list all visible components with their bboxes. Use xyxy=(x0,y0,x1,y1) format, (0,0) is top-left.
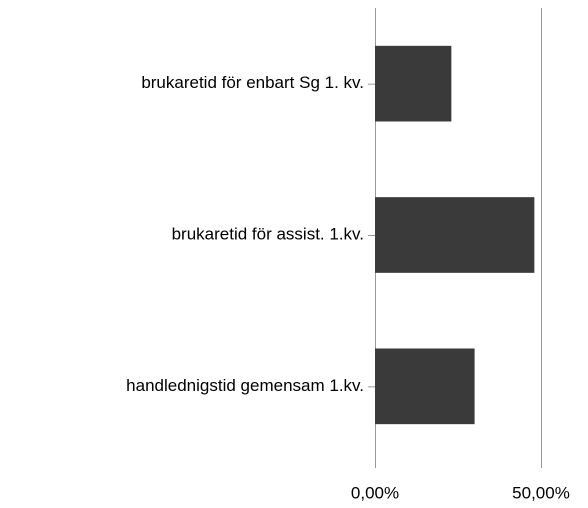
bar xyxy=(375,348,475,425)
y-tick-label: handlednigstid gemensam 1.kv. xyxy=(126,376,364,395)
y-tick-label: brukaretid för assist. 1.kv. xyxy=(172,224,364,243)
x-tick-label: 50,00% xyxy=(512,483,570,502)
x-tick-label: 0,00% xyxy=(351,483,399,502)
bar xyxy=(375,45,452,122)
bar xyxy=(375,197,535,273)
y-tick-label: brukaretid för enbart Sg 1. kv. xyxy=(141,73,364,92)
